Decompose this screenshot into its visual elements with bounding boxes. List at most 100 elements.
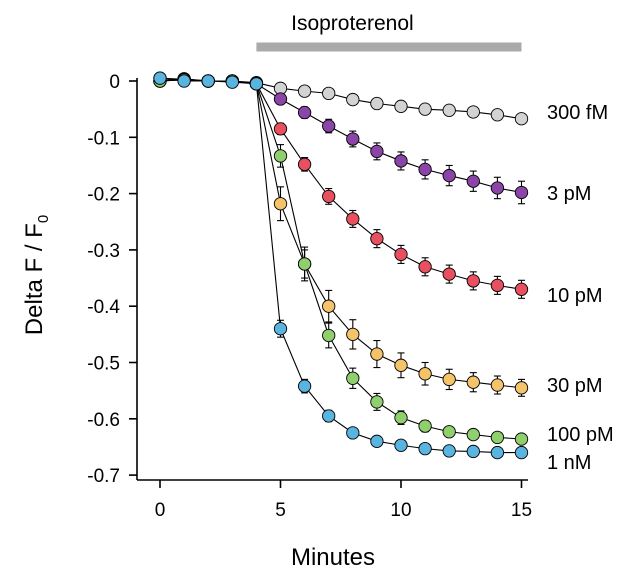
data-point <box>370 347 384 361</box>
data-point <box>442 444 456 458</box>
data-point <box>514 432 529 446</box>
y-ticks: 0 -0.1 -0.2 -0.3 -0.4 -0.5 -0.6 -0.7 <box>87 72 137 487</box>
data-point <box>177 74 191 88</box>
data-point <box>466 427 480 442</box>
data-point <box>514 282 529 296</box>
series-label: 30 pM <box>547 375 603 397</box>
data-point <box>514 381 529 395</box>
data-point <box>394 358 408 372</box>
y-tick-label: -0.7 <box>87 466 120 487</box>
y-tick-label: -0.3 <box>87 241 120 262</box>
y-axis-title-main: Delta F / F <box>21 223 48 335</box>
data-point <box>442 425 456 439</box>
data-point <box>394 154 408 168</box>
series-label: 3 pM <box>547 183 591 205</box>
data-point <box>153 71 167 85</box>
x-tick-label: 10 <box>390 500 411 521</box>
y-tick-label: -0.5 <box>87 354 120 375</box>
data-point <box>322 119 336 133</box>
data-point <box>249 77 264 91</box>
data-point <box>370 96 384 111</box>
series-30-pm <box>153 72 529 397</box>
data-point <box>490 430 505 445</box>
data-point <box>346 92 360 107</box>
series-label: 100 pM <box>547 424 614 446</box>
data-point <box>297 105 312 120</box>
data-point <box>418 419 432 433</box>
data-point <box>370 231 384 246</box>
data-point <box>394 411 408 425</box>
data-point <box>225 75 239 89</box>
data-point <box>418 102 432 116</box>
data-point <box>466 375 480 389</box>
data-point <box>394 99 408 113</box>
series-line <box>159 77 522 454</box>
data-point <box>273 92 288 106</box>
x-tick-label: 5 <box>275 500 286 521</box>
data-point <box>297 379 312 393</box>
data-point <box>346 371 360 385</box>
series-line <box>159 79 522 440</box>
data-point <box>297 257 312 271</box>
y-axis-title-subscript: 0 <box>35 215 52 223</box>
data-point <box>442 168 456 183</box>
data-point <box>297 157 312 171</box>
treatment-label: Isoproterenol <box>291 12 414 35</box>
series-layer <box>153 71 529 460</box>
data-point <box>273 122 288 136</box>
data-point <box>442 103 456 117</box>
data-point <box>201 74 215 88</box>
data-point <box>514 185 529 200</box>
series-label: 1 nM <box>547 452 591 474</box>
data-point <box>346 426 360 440</box>
series-label: 300 fM <box>547 102 608 124</box>
series-100-pm <box>153 73 529 446</box>
data-point <box>490 378 505 392</box>
data-point <box>370 395 384 409</box>
data-point <box>346 327 360 341</box>
y-tick-label: -0.1 <box>87 128 120 149</box>
data-point <box>514 112 529 126</box>
data-point <box>490 445 505 460</box>
data-point <box>514 445 529 460</box>
data-point <box>418 441 432 456</box>
data-point <box>418 260 432 274</box>
data-point <box>418 367 432 381</box>
data-point <box>490 108 505 122</box>
data-point <box>490 278 505 293</box>
data-point <box>418 162 432 177</box>
data-point <box>346 212 360 226</box>
y-tick-label: -0.4 <box>87 297 120 318</box>
y-axis-title: Delta F / F0 <box>21 215 52 335</box>
data-point <box>322 409 336 423</box>
data-point <box>273 197 288 211</box>
data-point <box>466 105 480 119</box>
data-point <box>466 174 480 188</box>
data-point <box>273 149 288 163</box>
data-point <box>322 189 336 204</box>
series-3-pm <box>153 72 529 205</box>
data-point <box>490 181 505 195</box>
series-label: 10 pM <box>547 285 603 307</box>
data-point <box>297 84 312 98</box>
series-line <box>159 78 522 389</box>
data-point <box>466 444 480 459</box>
series-line <box>159 78 522 194</box>
series-1-nm <box>153 71 529 460</box>
data-point <box>346 132 360 146</box>
data-point <box>273 322 288 336</box>
data-point <box>370 144 384 159</box>
y-tick-label: 0 <box>109 72 120 93</box>
y-tick-label: -0.2 <box>87 185 120 206</box>
data-point <box>322 328 336 343</box>
x-tick-label: 0 <box>155 500 166 521</box>
data-point <box>394 438 408 452</box>
data-point <box>442 372 456 387</box>
data-point <box>370 434 384 448</box>
x-tick-label: 15 <box>511 500 532 521</box>
y-tick-label: -0.6 <box>87 410 120 431</box>
data-point <box>442 267 456 281</box>
x-axis-title: Minutes <box>291 544 375 571</box>
data-point <box>394 247 408 262</box>
